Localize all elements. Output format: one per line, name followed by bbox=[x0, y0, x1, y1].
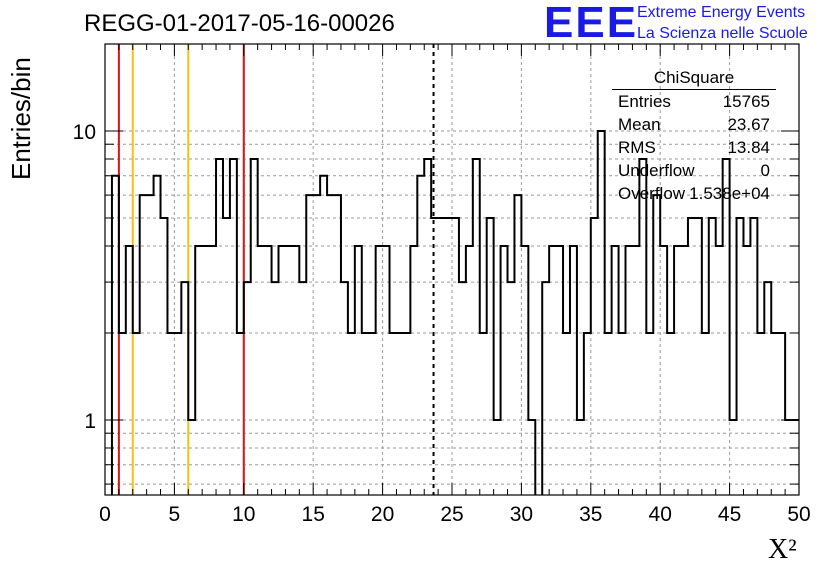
stats-key: Overflow bbox=[618, 184, 686, 203]
x-tick-label: 50 bbox=[787, 503, 810, 526]
y-tick-label: 10 bbox=[73, 121, 96, 144]
stats-value: 1.538e+04 bbox=[689, 184, 770, 203]
logo-line-2: La Scienza nelle Scuole bbox=[637, 25, 808, 42]
stats-value: 0 bbox=[760, 161, 770, 180]
stats-key: Mean bbox=[618, 115, 661, 134]
stats-key: Entries bbox=[618, 92, 671, 111]
stats-title: ChiSquare bbox=[612, 68, 776, 90]
stats-row-mean: Mean 23.67 bbox=[612, 113, 776, 136]
logo-line-1: Extreme Energy Events bbox=[637, 4, 806, 21]
logo-mark: EEE bbox=[544, 0, 639, 47]
x-tick-label: 20 bbox=[371, 503, 394, 526]
x-tick-label: 40 bbox=[649, 503, 672, 526]
stats-row-entries: Entries 15765 bbox=[612, 90, 776, 113]
y-tick-label: 1 bbox=[84, 410, 96, 433]
stats-key: RMS bbox=[618, 138, 656, 157]
stats-box: ChiSquare Entries 15765 Mean 23.67 RMS 1… bbox=[612, 68, 776, 205]
x-tick-label: 30 bbox=[510, 503, 533, 526]
x-tick-label: 0 bbox=[99, 503, 111, 526]
x-tick-label: 15 bbox=[302, 503, 325, 526]
stats-value: 15765 bbox=[722, 92, 770, 111]
stats-row-overflow: Overflow 1.538e+04 bbox=[612, 182, 776, 205]
x-tick-label: 25 bbox=[440, 503, 463, 526]
x-tick-label: 5 bbox=[169, 503, 181, 526]
stats-row-underflow: Underflow 0 bbox=[612, 159, 776, 182]
stats-value: 13.84 bbox=[727, 138, 770, 157]
x-tick-label: 45 bbox=[718, 503, 741, 526]
x-tick-label: 35 bbox=[579, 503, 602, 526]
stats-key: Underflow bbox=[618, 161, 695, 180]
stats-value: 23.67 bbox=[727, 115, 770, 134]
stats-row-rms: RMS 13.84 bbox=[612, 136, 776, 159]
chart-title: REGG-01-2017-05-16-00026 bbox=[84, 10, 395, 37]
x-axis-label: X² bbox=[768, 534, 797, 565]
x-tick-label: 10 bbox=[232, 503, 255, 526]
histogram-series bbox=[110, 129, 799, 495]
